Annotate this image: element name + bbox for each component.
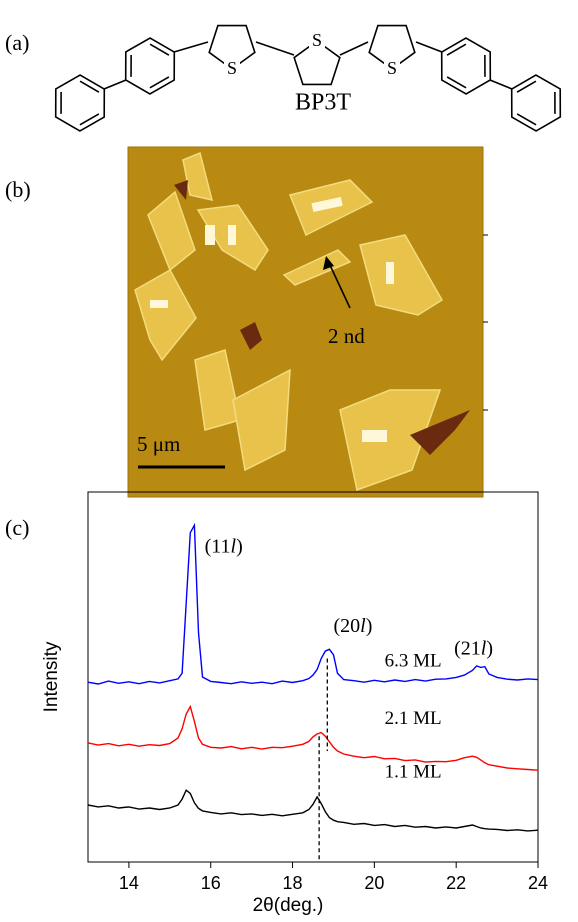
peak-label-part: ) bbox=[236, 535, 243, 557]
atom: S bbox=[312, 30, 322, 50]
peak-label: (11l) bbox=[205, 535, 243, 557]
peak-label-part: l bbox=[231, 535, 237, 557]
peak-label-part: l bbox=[481, 637, 487, 659]
series-line bbox=[87, 704, 539, 771]
afm-annotation: 2 nd bbox=[328, 324, 365, 348]
ring bbox=[54, 74, 106, 132]
afm-holes bbox=[174, 180, 470, 455]
ring bbox=[368, 24, 416, 70]
ring bbox=[124, 37, 176, 95]
x-tick-label: 18 bbox=[283, 873, 303, 893]
x-tick-label: 24 bbox=[528, 873, 548, 893]
panel-label: (c) bbox=[5, 515, 29, 540]
ring bbox=[510, 74, 562, 132]
peak-label-part: (20 bbox=[333, 615, 360, 637]
bond bbox=[415, 41, 443, 53]
atom-bg bbox=[309, 32, 325, 50]
peak-label-part: l bbox=[360, 615, 366, 637]
panel-label: (b) bbox=[5, 177, 31, 202]
series-label: 1.1 ML bbox=[385, 762, 442, 783]
panel-label: (a) bbox=[5, 30, 29, 55]
x-axis-label: 2θ(deg.) bbox=[253, 895, 324, 916]
plot-frame bbox=[87, 491, 539, 863]
atom-bg bbox=[384, 60, 400, 78]
molecule-name: BP3T bbox=[295, 90, 351, 116]
double-bond bbox=[79, 80, 100, 93]
series-label: 6.3 ML bbox=[385, 651, 442, 672]
bond bbox=[173, 41, 209, 53]
peak-label: (21l) bbox=[454, 637, 493, 659]
bond bbox=[339, 41, 369, 56]
series-line bbox=[87, 789, 539, 832]
atom-bg bbox=[224, 60, 240, 78]
ring bbox=[440, 37, 492, 95]
peak-label-part: (11 bbox=[205, 535, 231, 557]
bond bbox=[255, 41, 295, 56]
peak-label: (20l) bbox=[333, 615, 372, 637]
x-tick-label: 20 bbox=[364, 873, 384, 893]
x-tick-label: 14 bbox=[119, 873, 139, 893]
bond bbox=[489, 79, 513, 90]
x-tick-label: 16 bbox=[201, 873, 221, 893]
afm-second-layer bbox=[150, 196, 394, 442]
series-line bbox=[87, 522, 539, 685]
molecule: S S S bbox=[54, 24, 562, 132]
atom: S bbox=[387, 58, 397, 78]
bond bbox=[103, 79, 127, 90]
double-bond bbox=[516, 80, 537, 93]
x-tick-label: 22 bbox=[446, 873, 466, 893]
double-bond bbox=[446, 43, 467, 56]
arrow bbox=[328, 262, 351, 309]
arrow-head bbox=[323, 256, 334, 270]
peak-label-part: ) bbox=[486, 637, 493, 659]
series-label: 2.1 ML bbox=[385, 708, 442, 729]
double-bond bbox=[446, 76, 467, 89]
double-bond bbox=[79, 113, 100, 126]
double-bond bbox=[516, 113, 537, 126]
ring bbox=[293, 40, 341, 86]
afm-image: 5 μm 2 nd bbox=[127, 146, 488, 498]
peak-label-part: ) bbox=[366, 615, 373, 637]
peak-label-part: (21 bbox=[454, 637, 481, 659]
y-axis-label: Intensity bbox=[41, 641, 62, 712]
double-bond bbox=[149, 43, 170, 56]
ring bbox=[208, 24, 256, 70]
scale-bar-label: 5 μm bbox=[137, 432, 180, 456]
atom: S bbox=[227, 58, 237, 78]
double-bond bbox=[149, 76, 170, 89]
